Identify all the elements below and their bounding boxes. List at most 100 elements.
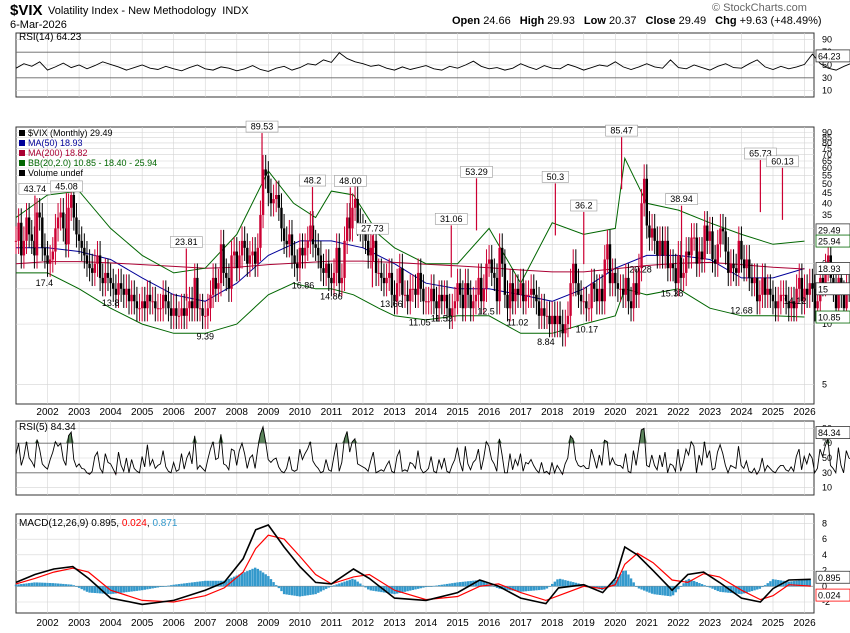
price-bar-70 bbox=[198, 293, 202, 322]
price-bar-139 bbox=[380, 258, 383, 292]
macd-tag-1-text: 0.024 bbox=[818, 591, 841, 601]
price-bar-197 bbox=[532, 274, 535, 308]
price-bar-body-201 bbox=[543, 308, 546, 316]
price-bar-body-95 bbox=[264, 169, 267, 176]
macd-hist-bar-281 bbox=[753, 586, 756, 591]
price-bar-48 bbox=[140, 286, 144, 322]
macd-hist-bar-173 bbox=[469, 580, 472, 587]
price-bar-52 bbox=[151, 286, 154, 315]
price-bar-body-98 bbox=[272, 199, 275, 204]
price-xtick-2020: 2020 bbox=[604, 407, 627, 418]
price-bar-215 bbox=[579, 280, 583, 315]
price-bar-body-290 bbox=[777, 301, 780, 309]
macd-hist-bar-91 bbox=[253, 567, 257, 587]
price-bar-43 bbox=[127, 274, 131, 315]
price-bar-body-289 bbox=[774, 301, 777, 309]
macd-hist-bar-32 bbox=[98, 586, 102, 594]
price-low-label-4: 14.86 bbox=[320, 292, 343, 302]
macd-hist-bar-268 bbox=[719, 586, 722, 592]
price-bar-body-221 bbox=[595, 288, 599, 302]
price-high-box-11 bbox=[605, 124, 638, 137]
price-bar-body-85 bbox=[238, 255, 241, 269]
macd-hist-bar-20 bbox=[67, 584, 70, 587]
price-bar-body-24 bbox=[77, 234, 81, 241]
macd-hist-bar-284 bbox=[761, 586, 764, 588]
price-bar-body-288 bbox=[771, 294, 775, 302]
price-bar-body-295 bbox=[790, 301, 793, 309]
price-bar-body-286 bbox=[766, 288, 769, 295]
macd-hist-bar-81 bbox=[227, 578, 231, 587]
price-bar-body-151 bbox=[411, 288, 415, 290]
macd-hist-bar-73 bbox=[206, 580, 210, 587]
macd-hist-bar-22 bbox=[72, 585, 76, 587]
price-bar-44 bbox=[130, 280, 133, 315]
macd-hist-bar-29 bbox=[91, 586, 94, 593]
macd-hist-bar-151 bbox=[411, 586, 415, 591]
price-ytick-40: 40 bbox=[822, 198, 832, 208]
price-bar-body-68 bbox=[193, 277, 196, 309]
open-label: Open bbox=[452, 15, 481, 27]
price-bar-12 bbox=[46, 240, 49, 277]
price-bar-85 bbox=[238, 240, 241, 282]
price-bar-body-23 bbox=[75, 217, 78, 235]
price-bar-body-55 bbox=[159, 308, 162, 310]
price-bar-body-211 bbox=[569, 283, 572, 316]
price-bar-35 bbox=[106, 258, 110, 292]
price-bar-15 bbox=[54, 213, 57, 265]
macd-hist-bar-183 bbox=[495, 586, 499, 588]
price-bar-body-126 bbox=[345, 217, 349, 241]
macd-hist-bar-89 bbox=[248, 569, 252, 587]
macd-hist-bar-46 bbox=[135, 586, 139, 591]
price-tag-4-text: 10.85 bbox=[818, 313, 841, 323]
price-bar-body-172 bbox=[466, 283, 470, 295]
price-bar-body-105 bbox=[290, 234, 294, 256]
macd-hist-bar-9 bbox=[38, 582, 41, 587]
macd-hist-bar-262 bbox=[703, 585, 706, 587]
price-xtick-2011: 2011 bbox=[321, 407, 343, 418]
macd-hist-bar-205 bbox=[553, 581, 557, 587]
price-bar-193 bbox=[522, 268, 525, 315]
price-bar-body-169 bbox=[458, 283, 462, 295]
close-value: 29.49 bbox=[678, 15, 707, 27]
macd-hist-bar-158 bbox=[430, 586, 433, 587]
price-bar-288 bbox=[771, 280, 775, 315]
macd-hist-bar-5 bbox=[27, 583, 31, 587]
macd-hist-bar-41 bbox=[122, 586, 125, 593]
macd-hist-bar-149 bbox=[406, 586, 409, 592]
price-high-label-6: 27.73 bbox=[361, 224, 384, 234]
price-ytick-90: 90 bbox=[822, 128, 832, 138]
price-bar-198 bbox=[535, 280, 538, 315]
macd-hist-bar-114 bbox=[314, 586, 317, 595]
price-low-label-11: 10.17 bbox=[576, 325, 599, 335]
price-high-label-11: 85.47 bbox=[610, 126, 633, 136]
price-bar-76 bbox=[214, 263, 217, 302]
macd-hist-bar-186 bbox=[503, 586, 507, 590]
macd-hist-bar-169 bbox=[459, 582, 462, 587]
macd-hist-bar-194 bbox=[524, 586, 528, 592]
brand-watermark: © StockCharts.com bbox=[712, 2, 807, 14]
price-bar-body-259 bbox=[695, 237, 698, 264]
price-xtick-2014: 2014 bbox=[415, 407, 438, 418]
price-ytick-55: 55 bbox=[822, 171, 832, 181]
price-tag-2-text: 18.93 bbox=[818, 264, 841, 274]
price-bar-71 bbox=[201, 293, 204, 329]
macd-xtick-2004: 2004 bbox=[99, 618, 122, 629]
macd-hist-bar-34 bbox=[104, 586, 107, 594]
price-xtick-2013: 2013 bbox=[383, 407, 406, 418]
rsi5-last-box bbox=[815, 426, 850, 439]
price-bar-body-284 bbox=[761, 277, 764, 295]
price-bar-body-244 bbox=[656, 240, 659, 256]
price-bar-body-212 bbox=[572, 263, 575, 284]
price-bar-283 bbox=[758, 280, 762, 315]
price-legend-swatch-2 bbox=[19, 150, 25, 156]
price-bar-188 bbox=[508, 268, 512, 322]
price-bar-246 bbox=[661, 226, 664, 269]
macd-hist-bar-245 bbox=[658, 586, 662, 595]
price-ytick-45: 45 bbox=[822, 188, 832, 198]
price-bar-123 bbox=[338, 233, 341, 297]
price-bar-body-294 bbox=[787, 301, 790, 309]
price-bar-86 bbox=[240, 226, 244, 269]
price-bar-233 bbox=[627, 263, 630, 315]
price-bar-body-29 bbox=[91, 268, 94, 273]
macd-xtick-2006: 2006 bbox=[163, 618, 186, 629]
